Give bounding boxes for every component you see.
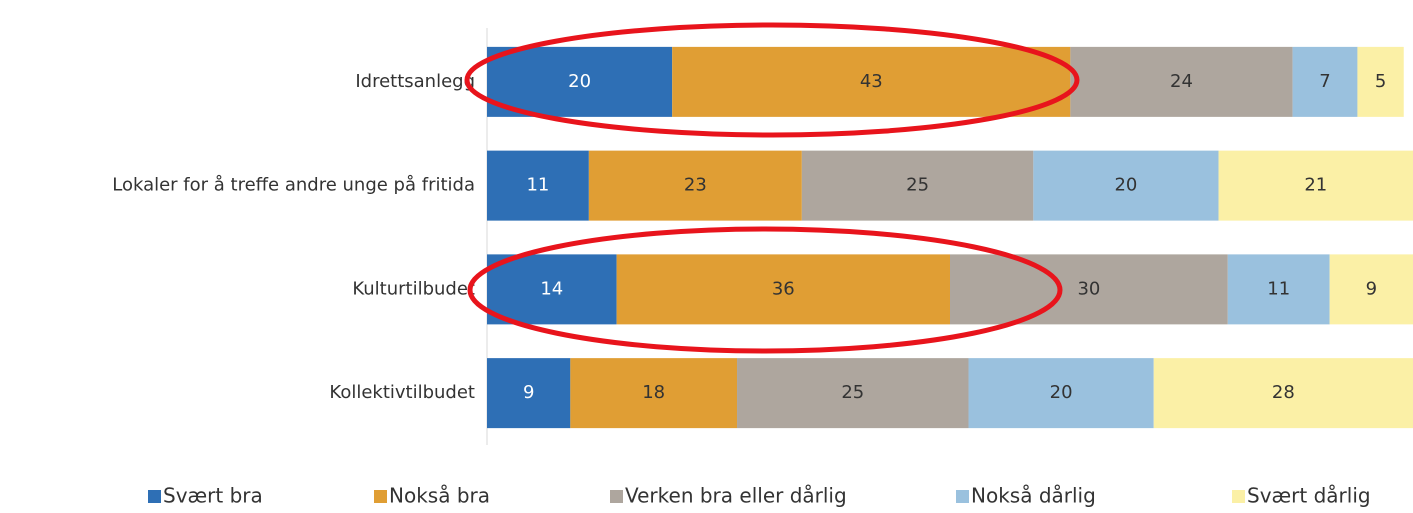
bar-segment: [487, 358, 571, 429]
bar-segment: [737, 358, 969, 429]
legend-swatch: [956, 490, 969, 503]
data-label: 11: [1267, 278, 1290, 299]
bar-segment: [487, 46, 673, 117]
bar-segment: [968, 358, 1154, 429]
data-label: 18: [642, 382, 665, 403]
y-tick-label: Kollektivtilbudet: [329, 382, 475, 403]
bar-segment: [1033, 150, 1219, 221]
legend-swatch: [1232, 490, 1245, 503]
legend-swatch: [610, 490, 623, 503]
bar-segment: [1070, 46, 1293, 117]
legend-label: Nokså bra: [389, 484, 490, 508]
bar-segment: [1153, 358, 1413, 429]
data-label: 5: [1375, 71, 1386, 92]
data-label: 20: [568, 71, 591, 92]
bar-segment: [1357, 46, 1404, 117]
y-tick-label: Idrettsanlegg: [355, 71, 475, 92]
data-label: 11: [526, 175, 549, 196]
bar-segment: [1227, 254, 1330, 325]
legend-swatch: [374, 490, 387, 503]
bar-segment: [1218, 150, 1413, 221]
data-label: 21: [1304, 175, 1327, 196]
bar-segment: [588, 150, 802, 221]
legend-label: Verken bra eller dårlig: [625, 484, 847, 508]
highlight-ellipse: [464, 22, 1080, 138]
bar-segment: [672, 46, 1071, 117]
bar-segment: [801, 150, 1034, 221]
data-label: 25: [841, 382, 864, 403]
data-label: 14: [540, 278, 563, 299]
legend-label: Svært dårlig: [1247, 484, 1371, 508]
bar-segment: [616, 254, 950, 325]
data-label: 36: [772, 278, 795, 299]
y-tick-label: Kulturtilbudet: [352, 278, 475, 299]
bar-segment: [1329, 254, 1413, 325]
plot: Idrettsanlegg 20 43 24 7 5 Lokaler for å treff…: [112, 46, 1413, 429]
data-label: 7: [1319, 71, 1330, 92]
y-tick-label: Lokaler for å treffe andre unge på friti…: [112, 175, 475, 196]
bar-segment: [950, 254, 1228, 325]
bar-segment: [570, 358, 738, 429]
data-label: 9: [523, 382, 534, 403]
legend-swatch: [148, 490, 161, 503]
data-label: 43: [860, 71, 883, 92]
highlight-ellipse: [467, 226, 1063, 354]
bar-segment: [487, 254, 617, 325]
data-label: 9: [1366, 278, 1377, 299]
legend-label: Nokså dårlig: [971, 484, 1096, 508]
bar-segment: [1292, 46, 1358, 117]
data-label: 24: [1170, 71, 1193, 92]
data-label: 30: [1077, 278, 1100, 299]
data-label: 28: [1272, 382, 1295, 403]
data-label: 20: [1050, 382, 1073, 403]
data-label: 25: [906, 175, 929, 196]
data-label: 20: [1114, 175, 1137, 196]
bar-segment: [487, 150, 589, 221]
data-label: 23: [684, 175, 707, 196]
legend-label: Svært bra: [163, 484, 263, 508]
